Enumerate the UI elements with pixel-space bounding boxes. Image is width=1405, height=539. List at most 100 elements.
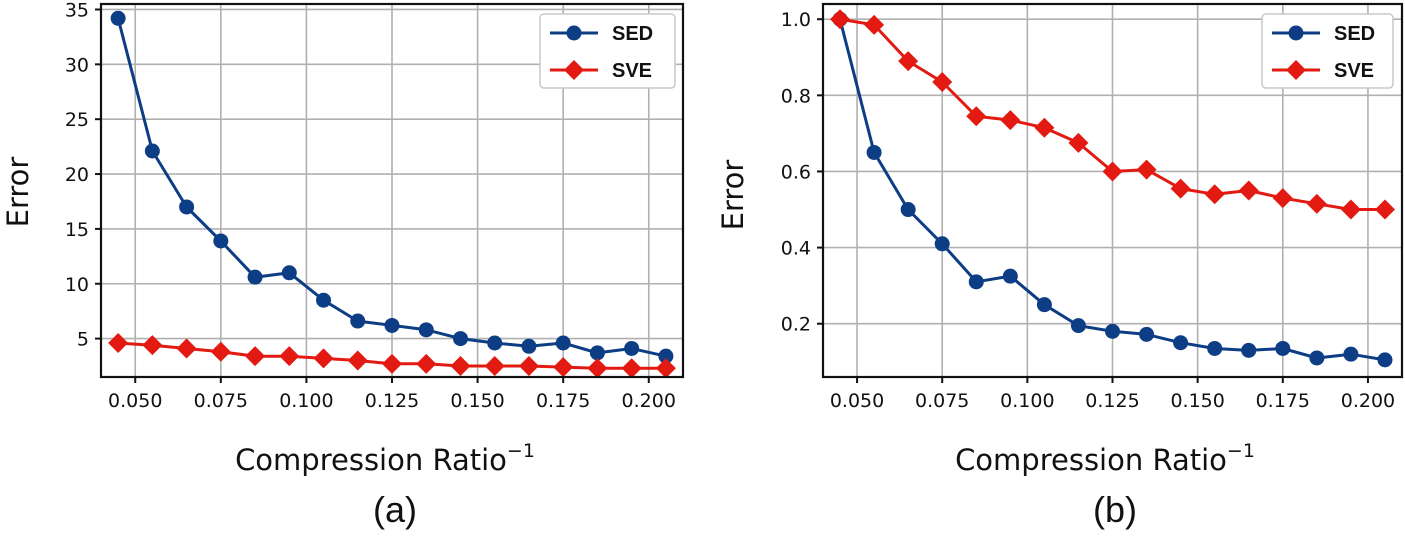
data-point-sve	[1374, 199, 1395, 220]
data-point-sed	[316, 292, 332, 308]
data-point-sve	[1170, 178, 1191, 199]
legend-marker-sve	[1286, 60, 1306, 80]
data-point-sed	[1139, 326, 1155, 342]
data-point-sve	[1136, 159, 1157, 180]
data-point-sed	[144, 143, 160, 159]
data-point-sed	[555, 335, 571, 351]
data-point-sve	[966, 106, 987, 127]
data-point-sed	[1377, 352, 1393, 368]
panel-label: (b)	[1093, 489, 1137, 530]
panel-a: 0.050 0.075 0.100 0.125 0.150 0.175 0.200 5 10 15…	[1, 0, 685, 530]
data-point-sed	[1105, 323, 1120, 339]
y-tick-label: 0.2	[781, 314, 811, 336]
data-point-sve	[621, 358, 642, 379]
data-point-sed	[1343, 346, 1359, 362]
x-tick-label: 0.100	[279, 390, 333, 412]
data-point-sed	[934, 236, 950, 252]
data-point-sed	[521, 338, 537, 354]
y-tick-label: 0.6	[781, 161, 811, 183]
y-tick-label: 15	[65, 219, 89, 241]
data-point-sed	[866, 144, 882, 160]
panel-label: (a)	[373, 489, 417, 530]
x-tick-label: 0.050	[830, 390, 884, 412]
y-tick-label: 35	[65, 0, 89, 21]
data-point-sve	[1102, 161, 1123, 182]
data-point-sed	[1070, 318, 1086, 334]
data-point-sve	[1340, 199, 1361, 220]
x-tick-label: 0.200	[1341, 390, 1395, 412]
data-point-sed	[110, 10, 126, 26]
data-point-sve	[587, 358, 608, 379]
data-point-sed	[418, 322, 434, 338]
data-point-sed	[350, 313, 366, 329]
legend-label-sve: SVE	[612, 60, 652, 82]
data-point-sed	[384, 317, 400, 333]
x-tick-label: 0.075	[915, 390, 969, 412]
y-axis-label: Error	[1, 157, 35, 228]
legend-box	[539, 13, 676, 89]
panel-b: 0.050 0.075 0.100 0.125 0.150 0.175 0.200 0.2 0.…	[716, 2, 1404, 530]
y-tick-label: 20	[65, 164, 89, 186]
data-point-sve	[210, 341, 231, 362]
data-point-sve	[830, 9, 851, 30]
x-axis-label: Compression Ratio−1	[955, 440, 1255, 477]
data-point-sve	[1306, 193, 1327, 214]
x-tick-label: 0.075	[194, 390, 248, 412]
data-point-sed	[900, 202, 916, 218]
data-point-sed	[452, 331, 468, 347]
data-point-sve	[553, 357, 574, 378]
legend-marker-sed	[566, 25, 582, 41]
data-point-sve	[484, 356, 505, 377]
data-point-sed	[179, 199, 195, 215]
data-point-sed	[247, 269, 263, 285]
data-point-sve	[898, 51, 919, 72]
data-point-sve	[1238, 180, 1259, 201]
data-point-sve	[176, 338, 197, 359]
y-tick-label: 10	[65, 274, 89, 296]
legend-label-sve: SVE	[1334, 60, 1374, 82]
data-point-sve	[313, 348, 334, 369]
legend-marker-sed	[1288, 25, 1304, 41]
data-point-sve	[864, 14, 885, 35]
legend-marker-sve	[564, 60, 584, 80]
data-point-sed	[1036, 297, 1052, 313]
x-tick-label: 0.100	[1000, 390, 1054, 412]
x-tick-label: 0.050	[108, 390, 162, 412]
y-tick-label: 5	[77, 329, 89, 351]
y-tick-label: 30	[65, 54, 89, 76]
y-tick-label: 1.0	[781, 9, 811, 31]
data-point-sed	[1309, 350, 1325, 366]
data-point-sed	[658, 348, 674, 364]
data-point-sed	[624, 340, 640, 356]
data-point-sve	[932, 72, 953, 93]
data-point-sve	[108, 332, 129, 353]
x-tick-label: 0.125	[365, 390, 419, 412]
data-point-sve	[245, 346, 266, 367]
data-point-sve	[416, 353, 437, 374]
y-tick-label: 0.8	[781, 85, 811, 107]
y-tick-label: 0.4	[781, 238, 811, 260]
data-point-sve	[279, 346, 300, 367]
y-axis-label: Error	[716, 160, 750, 231]
data-point-sed	[1241, 342, 1257, 358]
data-point-sve	[347, 350, 368, 371]
x-tick-label: 0.150	[450, 390, 504, 412]
data-point-sve	[382, 353, 402, 374]
x-tick-label: 0.150	[1170, 390, 1224, 412]
x-tick-label: 0.175	[1256, 390, 1310, 412]
data-point-sed	[589, 345, 605, 361]
legend-label-sed: SED	[1334, 23, 1375, 45]
data-point-sed	[1002, 268, 1018, 284]
x-tick-label: 0.125	[1085, 390, 1139, 412]
data-point-sed	[281, 265, 297, 281]
data-point-sve	[142, 335, 163, 356]
data-point-sed	[487, 335, 503, 351]
data-point-sed	[213, 233, 229, 249]
data-point-sve	[518, 356, 539, 377]
x-tick-label: 0.175	[536, 390, 590, 412]
data-point-sve	[450, 356, 471, 377]
data-point-sve	[1272, 188, 1293, 209]
data-point-sve	[1204, 184, 1225, 205]
data-point-sve	[1000, 110, 1021, 131]
